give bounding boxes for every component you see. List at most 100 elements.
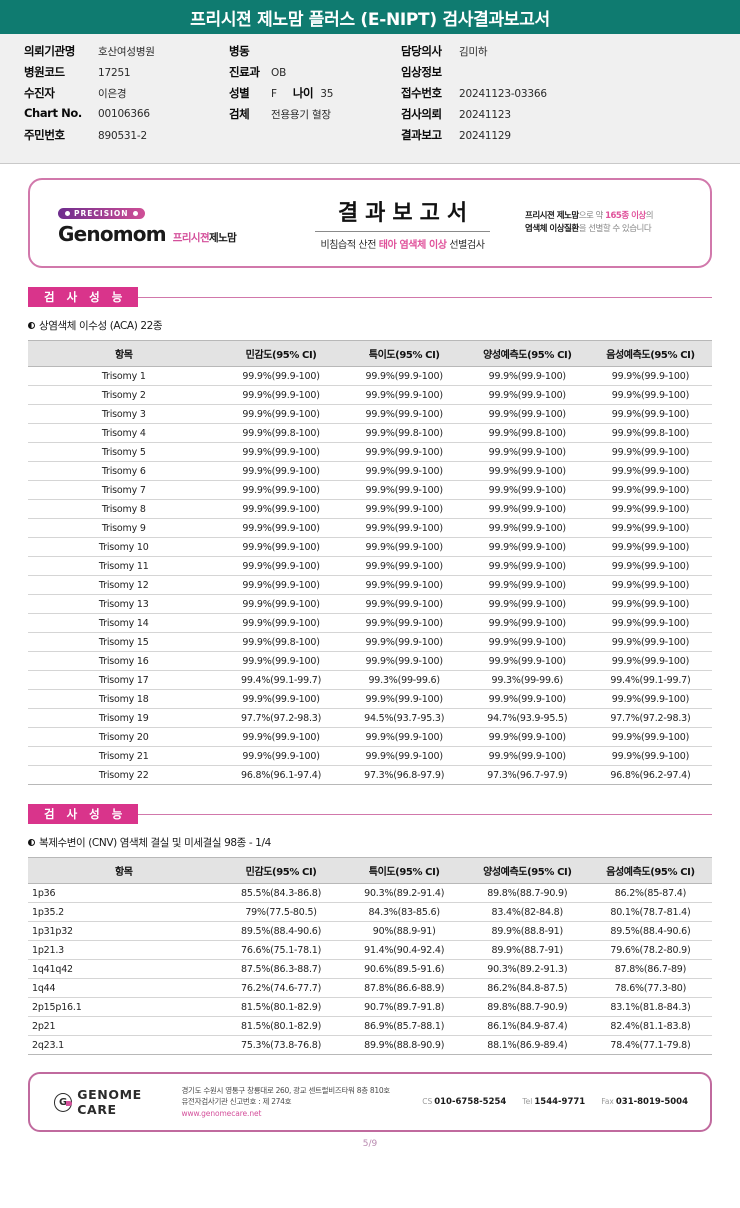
aca-cell: Trisomy 16 xyxy=(28,651,220,671)
aca-cell: 99.9%(99.9-100) xyxy=(219,442,343,462)
aca-cell: 99.9%(99.9-100) xyxy=(219,613,343,633)
cnv-cell: 90.3%(89.2-91.4) xyxy=(342,883,466,903)
aca-cell: Trisomy 1 xyxy=(28,366,220,386)
aca-cell: 99.9%(99.8-100) xyxy=(588,423,712,443)
label-patient-name: 수진자 xyxy=(24,86,55,100)
table-row: 1q41q42 87.5%(86.3-88.7) 90.6%(89.5-91.6) 9… xyxy=(28,959,712,979)
cnv-cell: 89.8%(88.7-90.9) xyxy=(465,997,589,1017)
aca-cell: 99.9%(99.9-100) xyxy=(588,404,712,424)
contact-cs-label: CS xyxy=(422,1097,433,1106)
cnv-col-ppv: 양성예측도(95% CI) xyxy=(465,857,589,884)
cnv-col-specificity: 특이도(95% CI) xyxy=(342,857,466,884)
table-row: Trisomy 22 96.8%(96.1-97.4) 97.3%(96.8-97.… xyxy=(28,765,712,785)
table-row: Trisomy 10 99.9%(99.9-100) 99.9%(99.9-100)… xyxy=(28,537,712,557)
aca-cell: 99.9%(99.9-100) xyxy=(588,518,712,538)
table-row: 2p15p16.1 81.5%(80.1-82.9) 90.7%(89.7-91.8… xyxy=(28,997,712,1017)
cnv-cell: 1q41q42 xyxy=(28,959,220,979)
label-sex: 성별 xyxy=(229,86,250,100)
aca-cell: Trisomy 6 xyxy=(28,461,220,481)
aca-cell: 99.9%(99.9-100) xyxy=(219,518,343,538)
cnv-cell: 2q23.1 xyxy=(28,1035,220,1055)
address-line-1: 경기도 수원시 영통구 창룡대로 260, 광교 센트럴비즈타워 8층 810호 xyxy=(181,1085,390,1095)
cnv-cell: 88.1%(86.9-89.4) xyxy=(465,1035,589,1055)
value-institution: 호산여성병원 xyxy=(98,46,155,58)
aca-performance-table: 항목 민감도(95% CI) 특이도(95% CI) 양성예측도(95% CI)… xyxy=(28,340,712,785)
aca-cell: 99.9%(99.9-100) xyxy=(342,366,466,386)
aca-cell: 99.9%(99.9-100) xyxy=(588,594,712,614)
aca-cell: 99.9%(99.9-100) xyxy=(465,727,589,747)
aca-cell: 96.8%(96.1-97.4) xyxy=(219,765,343,785)
table-row: Trisomy 15 99.9%(99.8-100) 99.9%(99.9-100)… xyxy=(28,632,712,652)
cnv-cell: 81.5%(80.1-82.9) xyxy=(219,1016,343,1036)
aca-cell: 99.9%(99.9-100) xyxy=(588,442,712,462)
info-row-resident-no: 주민번호 890531-2 xyxy=(24,127,229,148)
aca-cell: 99.9%(99.9-100) xyxy=(342,461,466,481)
aca-cell: 99.9%(99.9-100) xyxy=(219,461,343,481)
cnv-cell: 86.2%(85-87.4) xyxy=(588,883,712,903)
aca-cell: Trisomy 10 xyxy=(28,537,220,557)
cnv-col-sensitivity: 민감도(95% CI) xyxy=(219,857,343,884)
table-row: Trisomy 20 99.9%(99.9-100) 99.9%(99.9-100)… xyxy=(28,727,712,747)
value-specimen: 전용용기 혈장 xyxy=(271,109,331,121)
aca-cell: Trisomy 21 xyxy=(28,746,220,766)
patient-info-panel: 의뢰기관명 호산여성병원 병원코드 17251 수진자 이은경 Chart No… xyxy=(0,34,740,164)
table-row: Trisomy 13 99.9%(99.9-100) 99.9%(99.9-100)… xyxy=(28,594,712,614)
banner-desc-line2: 염색체 이상질환을 선별할 수 있습니다 xyxy=(525,223,692,236)
aca-cell: 99.9%(99.9-100) xyxy=(465,746,589,766)
aca-cell: 99.9%(99.9-100) xyxy=(588,689,712,709)
cnv-cell: 79%(77.5-80.5) xyxy=(219,902,343,922)
cnv-cell: 91.4%(90.4-92.4) xyxy=(342,940,466,960)
value-age: 35 xyxy=(320,88,334,100)
aca-cell: Trisomy 17 xyxy=(28,670,220,690)
aca-cell: 99.9%(99.9-100) xyxy=(342,404,466,424)
label-hospital-code: 병원코드 xyxy=(24,65,65,79)
aca-cell: 99.9%(99.9-100) xyxy=(465,575,589,595)
desc-disease: 염색체 이상질환 xyxy=(525,224,579,234)
brand-kr-genomom: 제노맘 xyxy=(209,231,237,244)
table-row: Trisomy 14 99.9%(99.9-100) 99.9%(99.9-100)… xyxy=(28,613,712,633)
patient-info-column-2: 병동 진료과 OB 성별 F 나이 35 검체 전용용기 혈장 xyxy=(229,43,401,148)
value-sex: F xyxy=(271,88,277,100)
cnv-cell: 2p21 xyxy=(28,1016,220,1036)
aca-cell: 99.9%(99.9-100) xyxy=(219,689,343,709)
aca-header-row: 항목 민감도(95% CI) 특이도(95% CI) 양성예측도(95% CI)… xyxy=(28,340,712,367)
aca-cell: 99.9%(99.9-100) xyxy=(465,461,589,481)
cnv-cell: 89.9%(88.8-91) xyxy=(465,921,589,941)
brand-name-korean: 프리시젼제노맘 xyxy=(173,230,237,245)
aca-cell: Trisomy 7 xyxy=(28,480,220,500)
aca-cell: 99.9%(99.9-100) xyxy=(588,499,712,519)
aca-col-ppv: 양성예측도(95% CI) xyxy=(465,340,589,367)
value-accession-no: 20241123-03366 xyxy=(459,88,547,100)
info-row-accession-no: 접수번호 20241123-03366 xyxy=(401,85,661,106)
cnv-performance-table: 항목 민감도(95% CI) 특이도(95% CI) 양성예측도(95% CI)… xyxy=(28,857,712,1055)
website-link[interactable]: www.genomecare.net xyxy=(181,1108,262,1118)
table-row: Trisomy 3 99.9%(99.9-100) 99.9%(99.9-100) 9… xyxy=(28,404,712,424)
table-row: 1p21.3 76.6%(75.1-78.1) 91.4%(90.4-92.4) 89… xyxy=(28,940,712,960)
cnv-cell: 1p31p32 xyxy=(28,921,220,941)
aca-table-body: Trisomy 1 99.9%(99.9-100) 99.9%(99.9-100) 9… xyxy=(28,366,712,785)
aca-cell: 99.9%(99.9-100) xyxy=(219,746,343,766)
genome-care-mark-icon: G xyxy=(54,1092,73,1112)
cnv-cell: 75.3%(73.8-76.8) xyxy=(219,1035,343,1055)
table-row: Trisomy 19 97.7%(97.2-98.3) 94.5%(93.7-95.… xyxy=(28,708,712,728)
aca-cell: Trisomy 4 xyxy=(28,423,220,443)
label-institution: 의뢰기관명 xyxy=(24,44,75,58)
table-row: Trisomy 6 99.9%(99.9-100) 99.9%(99.9-100) 9… xyxy=(28,461,712,481)
aca-cell: 99.9%(99.9-100) xyxy=(219,575,343,595)
info-row-report-date: 결과보고 20241129 xyxy=(401,127,661,148)
cnv-cell: 85.5%(84.3-86.8) xyxy=(219,883,343,903)
label-doctor: 담당의사 xyxy=(401,44,442,58)
info-row-specimen: 검체 전용용기 혈장 xyxy=(229,106,401,127)
aca-cell: 99.9%(99.9-100) xyxy=(342,537,466,557)
aca-cell: 94.5%(93.7-95.3) xyxy=(342,708,466,728)
value-doctor: 김미하 xyxy=(459,46,488,58)
info-row-ward: 병동 xyxy=(229,43,401,64)
label-specimen: 검체 xyxy=(229,107,250,121)
banner-desc-line1: 프리시젼 제노맘으로 약 165종 이상의 xyxy=(525,210,692,223)
value-hospital-code: 17251 xyxy=(98,67,131,79)
info-row-department: 진료과 OB xyxy=(229,64,401,85)
aca-cell: 99.9%(99.9-100) xyxy=(588,461,712,481)
badge-dot-right-icon xyxy=(132,210,138,216)
badge-dot-left-icon xyxy=(65,210,70,216)
aca-cell: 99.9%(99.9-100) xyxy=(588,651,712,671)
